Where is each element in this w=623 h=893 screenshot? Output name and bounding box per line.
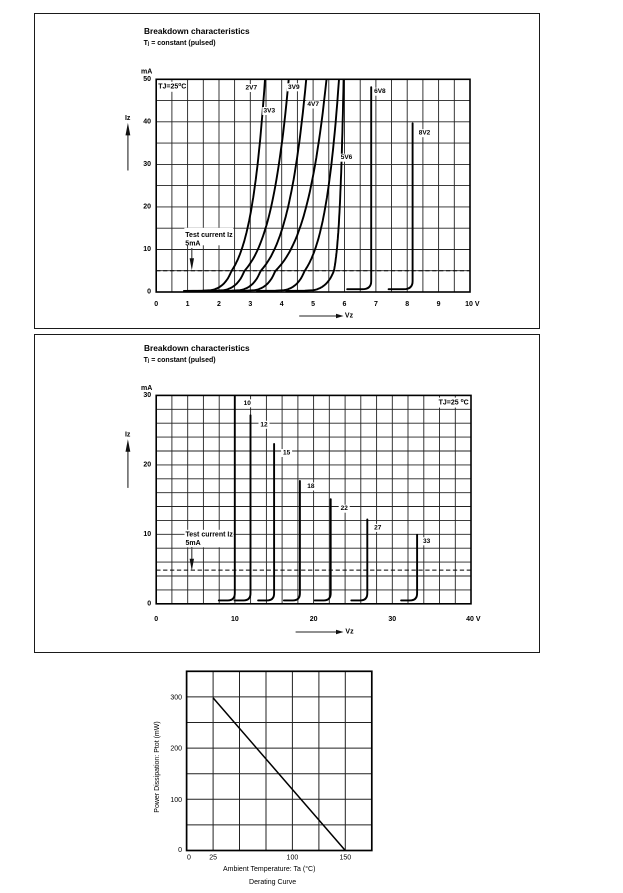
svg-text:18: 18 (307, 483, 315, 490)
svg-text:mA: mA (141, 68, 152, 75)
svg-text:Vz: Vz (345, 628, 354, 635)
svg-text:0: 0 (187, 854, 191, 861)
svg-text:4V7: 4V7 (307, 101, 319, 108)
svg-text:10: 10 (143, 246, 151, 253)
svg-text:TJ=25oC: TJ=25oC (158, 83, 186, 91)
svg-text:20: 20 (143, 461, 151, 468)
svg-text:0: 0 (147, 600, 151, 607)
svg-text:3V9: 3V9 (288, 84, 300, 91)
svg-text:8V2: 8V2 (419, 130, 431, 137)
svg-text:Derating Curve: Derating Curve (249, 879, 296, 886)
svg-text:30: 30 (388, 616, 396, 623)
svg-text:4: 4 (280, 301, 284, 308)
svg-text:0: 0 (154, 301, 158, 308)
svg-text:0: 0 (147, 289, 151, 296)
svg-text:200: 200 (170, 746, 182, 753)
svg-text:10 V: 10 V (465, 301, 480, 308)
svg-text:Iz: Iz (125, 115, 131, 122)
svg-text:8: 8 (405, 301, 409, 308)
svg-text:1: 1 (186, 301, 190, 308)
svg-text:5V6: 5V6 (341, 154, 353, 161)
svg-text:Ambient Temperature: Ta (°C): Ambient Temperature: Ta (°C) (223, 865, 315, 873)
svg-text:Test current Iz: Test current Iz (186, 532, 234, 539)
svg-text:5mA: 5mA (185, 241, 200, 248)
svg-text:2: 2 (217, 301, 221, 308)
svg-text:Vz: Vz (345, 312, 354, 319)
svg-text:15: 15 (283, 450, 291, 457)
svg-text:10: 10 (231, 616, 239, 623)
svg-text:6V8: 6V8 (374, 88, 386, 95)
svg-text:20: 20 (143, 203, 151, 210)
svg-text:3: 3 (248, 301, 252, 308)
svg-text:0: 0 (178, 847, 182, 854)
svg-text:22: 22 (341, 505, 349, 512)
svg-text:Iz: Iz (125, 432, 131, 439)
svg-text:100: 100 (170, 797, 182, 804)
svg-text:5mA: 5mA (186, 540, 201, 547)
svg-text:20: 20 (310, 616, 318, 623)
svg-text:Power Dissipation: Ptot (mW): Power Dissipation: Ptot (mW) (154, 721, 161, 812)
svg-text:50: 50 (143, 76, 151, 83)
svg-text:300: 300 (170, 694, 182, 701)
svg-text:2V7: 2V7 (246, 85, 258, 92)
svg-text:40: 40 (143, 118, 151, 125)
svg-text:25: 25 (209, 854, 217, 861)
svg-text:150: 150 (339, 854, 351, 861)
svg-text:TJ=25 oC: TJ=25 oC (439, 398, 469, 406)
svg-text:33: 33 (423, 538, 431, 545)
svg-text:6: 6 (343, 301, 347, 308)
svg-text:40 V: 40 V (466, 616, 481, 623)
svg-text:10: 10 (244, 400, 252, 407)
svg-text:27: 27 (374, 524, 382, 531)
svg-text:mA: mA (141, 385, 152, 392)
svg-text:10: 10 (143, 531, 151, 538)
svg-text:3V3: 3V3 (264, 108, 276, 115)
svg-text:12: 12 (260, 421, 268, 428)
svg-text:7: 7 (374, 301, 378, 308)
svg-text:30: 30 (143, 392, 151, 399)
svg-text:30: 30 (143, 161, 151, 168)
svg-text:9: 9 (437, 301, 441, 308)
svg-text:0: 0 (154, 616, 158, 623)
svg-text:5: 5 (311, 301, 315, 308)
svg-text:100: 100 (287, 854, 299, 861)
svg-text:Test current Iz: Test current Iz (185, 232, 233, 239)
